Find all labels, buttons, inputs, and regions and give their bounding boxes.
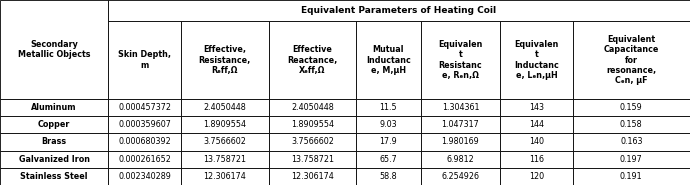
Bar (356, 99, 421, 116)
Bar (573, 99, 690, 116)
Text: 1.8909554: 1.8909554 (291, 120, 334, 129)
Text: Skin Depth,
m: Skin Depth, m (118, 51, 171, 70)
Text: Copper: Copper (38, 120, 70, 129)
Text: 58.8: 58.8 (380, 172, 397, 181)
Text: Effective,
Resistance,
Rₑff,Ω: Effective, Resistance, Rₑff,Ω (199, 45, 251, 75)
Text: 0.159: 0.159 (620, 103, 642, 112)
Text: 2.4050448: 2.4050448 (204, 103, 246, 112)
Text: 0.000680392: 0.000680392 (118, 137, 171, 147)
Text: 1.047317: 1.047317 (442, 120, 480, 129)
Bar (421, 116, 500, 133)
Bar (421, 133, 500, 151)
Bar (421, 99, 500, 116)
Bar (0, 0, 108, 99)
Bar (573, 151, 690, 168)
Bar (181, 168, 268, 185)
Text: 116: 116 (529, 155, 544, 164)
Bar (573, 168, 690, 185)
Text: 0.000261652: 0.000261652 (118, 155, 171, 164)
Bar (268, 168, 356, 185)
Text: Equivalent Parameters of Heating Coil: Equivalent Parameters of Heating Coil (302, 6, 497, 15)
Text: Secondary
Metallic Objects: Secondary Metallic Objects (18, 40, 90, 59)
Text: 3.7566602: 3.7566602 (291, 137, 334, 147)
Text: 1.980169: 1.980169 (442, 137, 480, 147)
Text: Galvanized Iron: Galvanized Iron (19, 155, 90, 164)
Bar (421, 168, 500, 185)
Bar (500, 168, 573, 185)
Bar (108, 151, 181, 168)
Text: 0.000359607: 0.000359607 (118, 120, 171, 129)
Bar (356, 116, 421, 133)
Text: 12.306174: 12.306174 (291, 172, 334, 181)
Text: 65.7: 65.7 (380, 155, 397, 164)
Bar (500, 21, 573, 99)
Text: 17.9: 17.9 (380, 137, 397, 147)
Bar (356, 151, 421, 168)
Text: Equivalen
t
Inductanc
e, Lₑn,μH: Equivalen t Inductanc e, Lₑn,μH (514, 40, 559, 80)
Text: 6.254926: 6.254926 (442, 172, 480, 181)
Text: Stainless Steel: Stainless Steel (20, 172, 88, 181)
Bar (108, 133, 181, 151)
Bar (356, 21, 421, 99)
Text: Aluminum: Aluminum (31, 103, 77, 112)
Bar (500, 151, 573, 168)
Text: 2.4050448: 2.4050448 (291, 103, 334, 112)
Bar (0, 133, 108, 151)
Text: 1.8909554: 1.8909554 (204, 120, 246, 129)
Bar (181, 116, 268, 133)
Bar (0, 151, 108, 168)
Bar (573, 133, 690, 151)
Bar (0, 116, 108, 133)
Text: 12.306174: 12.306174 (204, 172, 246, 181)
Bar (268, 116, 356, 133)
Bar (0, 168, 108, 185)
Text: Equivalen
t
Resistanc
e, Rₑn,Ω: Equivalen t Resistanc e, Rₑn,Ω (438, 40, 483, 80)
Bar (108, 168, 181, 185)
Bar (573, 21, 690, 99)
Text: Equivalent
Capacitance
for
resonance,
Cₑn, μF: Equivalent Capacitance for resonance, Cₑ… (604, 35, 659, 85)
Bar (108, 21, 181, 99)
Text: 0.000457372: 0.000457372 (118, 103, 171, 112)
Text: Mutual
Inductanc
e, M,μH: Mutual Inductanc e, M,μH (366, 45, 411, 75)
Bar (268, 99, 356, 116)
Bar (500, 116, 573, 133)
Bar (356, 133, 421, 151)
Bar (268, 133, 356, 151)
Bar (500, 99, 573, 116)
Bar (356, 168, 421, 185)
Bar (108, 99, 181, 116)
Bar (268, 21, 356, 99)
Bar (500, 133, 573, 151)
Text: 13.758721: 13.758721 (291, 155, 334, 164)
Bar (0, 99, 108, 116)
Text: 0.191: 0.191 (620, 172, 642, 181)
Bar (573, 116, 690, 133)
Text: 0.163: 0.163 (620, 137, 642, 147)
Text: Effective
Reactance,
Xₑff,Ω: Effective Reactance, Xₑff,Ω (287, 45, 337, 75)
Text: 0.158: 0.158 (620, 120, 642, 129)
Bar (108, 116, 181, 133)
Text: 13.758721: 13.758721 (204, 155, 246, 164)
Text: 0.197: 0.197 (620, 155, 642, 164)
Bar (268, 151, 356, 168)
Text: 0.002340289: 0.002340289 (118, 172, 171, 181)
Bar (181, 133, 268, 151)
Bar (181, 21, 268, 99)
Bar (421, 151, 500, 168)
Bar (421, 21, 500, 99)
Text: 140: 140 (529, 137, 544, 147)
Text: 6.9812: 6.9812 (446, 155, 475, 164)
Text: 143: 143 (529, 103, 544, 112)
Text: 120: 120 (529, 172, 544, 181)
Bar (181, 99, 268, 116)
Text: 3.7566602: 3.7566602 (204, 137, 246, 147)
Text: 11.5: 11.5 (380, 103, 397, 112)
Text: 9.03: 9.03 (380, 120, 397, 129)
Text: 1.304361: 1.304361 (442, 103, 480, 112)
Text: Brass: Brass (41, 137, 67, 147)
Text: 144: 144 (529, 120, 544, 129)
Bar (181, 151, 268, 168)
Bar (108, 0, 690, 21)
